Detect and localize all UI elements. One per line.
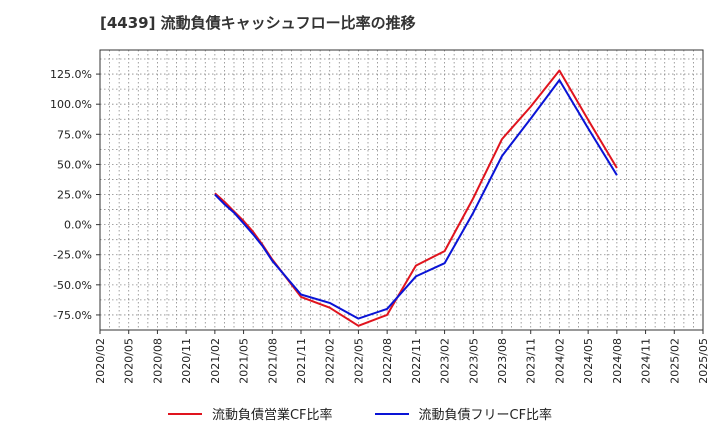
x-tick-label: 2022/11	[410, 338, 423, 384]
x-tick-label: 2024/02	[553, 338, 566, 384]
x-tick-label: 2024/05	[582, 338, 595, 384]
x-tick-label: 2024/11	[640, 338, 653, 384]
legend-item-free-cf: 流動負債フリーCF比率	[374, 404, 553, 423]
legend-swatch-operating-cf	[167, 412, 202, 415]
chart-title: [4439] 流動負債キャッシュフロー比率の推移	[100, 14, 416, 32]
x-tick-label: 2022/08	[381, 338, 394, 384]
x-tick-label: 2021/02	[209, 338, 222, 384]
x-tick-label: 2023/05	[467, 338, 480, 384]
x-tick-label: 2025/05	[697, 338, 710, 384]
x-tick-label: 2022/05	[352, 338, 365, 384]
y-tick-label: -50.0%	[53, 279, 92, 292]
x-tick-label: 2025/02	[668, 338, 681, 384]
x-tick-label: 2020/02	[94, 338, 107, 384]
x-tick-label: 2021/08	[266, 338, 279, 384]
series-lines	[214, 69, 618, 327]
series-line-operating-cf	[214, 69, 618, 327]
legend-item-operating-cf: 流動負債営業CF比率	[167, 404, 333, 423]
x-tick-label: 2021/11	[295, 338, 308, 384]
axes	[96, 49, 704, 334]
y-tick-label: -25.0%	[53, 249, 92, 262]
series-line-free-cf	[214, 79, 618, 320]
legend: 流動負債営業CF比率 流動負債フリーCF比率	[0, 404, 720, 423]
x-tick-label: 2023/11	[525, 338, 538, 384]
y-tick-labels: 125.0% 100.0% 75.0% 50.0% 25.0% 0.0% -25.0% -50…	[50, 68, 92, 322]
x-tick-label: 2022/02	[324, 338, 337, 384]
y-tick-label: 75.0%	[57, 128, 92, 141]
x-tick-label: 2021/05	[238, 338, 251, 384]
plot-frame	[99, 49, 704, 331]
y-tick-label: 125.0%	[50, 68, 92, 81]
y-tick-label: 0.0%	[64, 219, 92, 232]
y-tick-label: -75.0%	[53, 309, 92, 322]
x-tick-label: 2020/11	[180, 338, 193, 384]
x-tick-label: 2023/02	[439, 338, 452, 384]
x-tick-label: 2020/05	[123, 338, 136, 384]
y-tick-label: 50.0%	[57, 158, 92, 171]
legend-label-free-cf: 流動負債フリーCF比率	[418, 408, 553, 423]
x-tick-label: 2024/08	[611, 338, 624, 384]
legend-label-operating-cf: 流動負債営業CF比率	[211, 408, 333, 423]
x-tick-label: 2020/08	[151, 338, 164, 384]
y-tick-label: 25.0%	[57, 189, 92, 202]
legend-swatch-free-cf	[374, 412, 409, 415]
x-tick-label: 2023/08	[496, 338, 509, 384]
grid	[99, 50, 704, 330]
x-tick-labels: 2020/02 2020/05 2020/08 2020/11 2021/02 2021/…	[94, 338, 710, 384]
y-tick-label: 100.0%	[50, 98, 92, 111]
